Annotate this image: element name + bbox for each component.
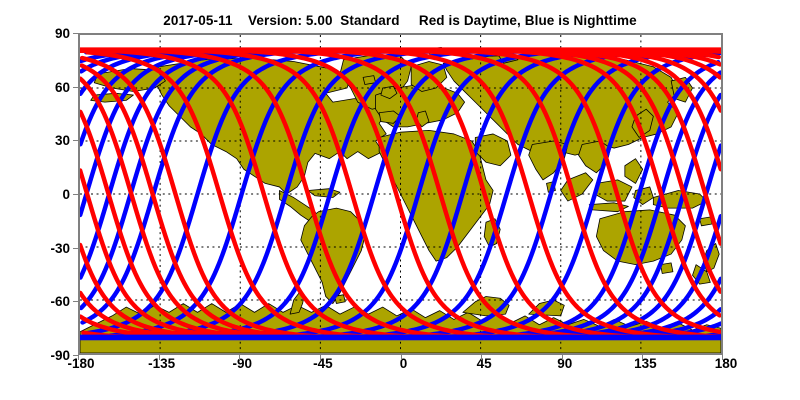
ground-track-segment — [410, 50, 721, 340]
ground-track-segment — [80, 242, 249, 340]
xtick-mark — [722, 355, 723, 360]
xtick-mark — [239, 355, 241, 360]
xtick-label--135: -135 — [148, 356, 176, 371]
ytick-label--30: -30 — [50, 240, 70, 256]
land-cuba-extra — [699, 216, 713, 227]
xtick-label-45: 45 — [476, 356, 492, 371]
ground-track-segment — [255, 48, 625, 340]
ytick-mark — [73, 140, 78, 142]
figure-title: 2017-05-11 Version: 5.00 Standard Red is… — [163, 13, 637, 28]
ground-track-segment — [432, 48, 721, 335]
ground-track-segment — [521, 143, 721, 340]
map-plot-area — [78, 33, 723, 355]
ground-track-segment — [299, 48, 670, 340]
xtick-label--180: -180 — [67, 356, 95, 371]
ground-track-segment — [476, 48, 721, 318]
land-north-america — [154, 57, 387, 195]
xtick-mark — [561, 355, 563, 360]
ytick-label--60: -60 — [50, 294, 70, 310]
land-philippines — [624, 158, 644, 184]
ground-track-segment — [344, 48, 714, 340]
ground-track-segment — [83, 48, 427, 340]
turning-bands — [80, 47, 721, 341]
ground-track-segment — [233, 48, 603, 340]
ytick-mark — [73, 194, 78, 195]
ground-track-segment — [322, 48, 692, 340]
ytick-mark — [73, 355, 78, 356]
xtick-label--45: -45 — [313, 356, 333, 371]
xtick-mark — [400, 355, 402, 360]
ground-track-segment — [499, 48, 721, 294]
ground-track-segment — [366, 48, 718, 340]
land-british-isles — [380, 85, 398, 99]
ytick-label-60: 60 — [54, 79, 70, 95]
ground-track-segment — [520, 48, 721, 246]
land-tasmania — [660, 262, 674, 274]
ground-track-segment — [454, 59, 721, 340]
ground-track-segment — [80, 48, 449, 340]
ground-track-segment — [211, 48, 581, 340]
ground-track-segment — [82, 48, 383, 336]
ground-track-segment — [189, 48, 559, 340]
ytick-label--90: -90 — [50, 348, 70, 363]
ground-track-segment — [85, 50, 405, 340]
ground-track-segment — [277, 48, 648, 340]
ytick-label-90: 90 — [54, 26, 70, 41]
ytick-label-30: 30 — [54, 133, 70, 149]
land-falklands — [334, 294, 346, 304]
ground-track-segment — [80, 63, 338, 340]
ytick-label-0: 0 — [62, 187, 70, 202]
ground-track-segment — [498, 92, 721, 340]
xtick-label-0: 0 — [399, 356, 408, 371]
ground-track-segment — [80, 168, 272, 340]
map-canvas — [80, 35, 721, 353]
ground-track-segment — [123, 48, 493, 340]
ground-track-segment — [80, 55, 361, 340]
xtick-label-90: 90 — [557, 356, 573, 371]
ground-track-segment — [167, 48, 537, 340]
xtick-mark — [481, 355, 483, 360]
ytick-mark — [73, 33, 78, 34]
south-turning-band — [80, 334, 721, 341]
xtick-label--90: -90 — [232, 356, 253, 371]
xtick-label-135: 135 — [634, 356, 657, 371]
ytick-mark — [73, 86, 78, 88]
ground-track-segment — [145, 48, 515, 340]
ytick-mark — [73, 247, 78, 249]
xtick-mark — [158, 355, 160, 360]
xtick-mark — [78, 355, 79, 360]
xtick-mark — [642, 355, 644, 360]
ground-track-segment — [80, 76, 316, 340]
ground-track-segment — [388, 48, 721, 339]
ground-track-segment — [101, 48, 471, 340]
ground-track-segment — [543, 48, 721, 172]
map-svg — [80, 35, 721, 353]
xtick-mark — [319, 355, 321, 360]
ground-track-segment — [80, 109, 294, 340]
north-turning-band — [80, 47, 721, 54]
xtick-label-180: 180 — [714, 356, 738, 371]
ytick-mark — [73, 301, 78, 303]
ground-track-segment — [564, 48, 721, 113]
ground-track-segment — [80, 48, 338, 325]
